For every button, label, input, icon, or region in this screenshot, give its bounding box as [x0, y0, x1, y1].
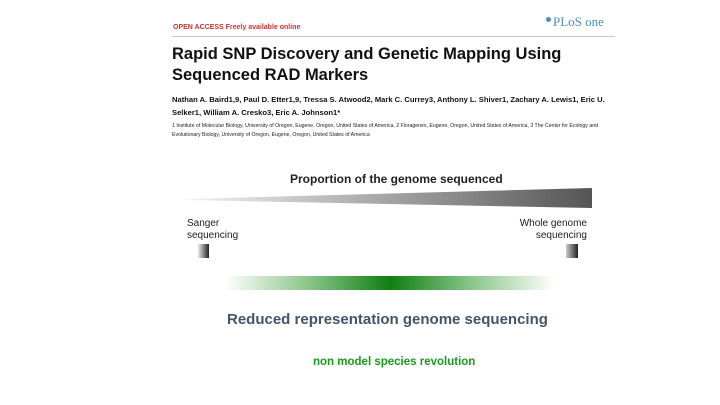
paper-authors: Nathan A. Baird1,9, Paul D. Etter1,9, Tr…	[172, 95, 605, 117]
journal-name: PLoS one	[553, 14, 604, 29]
journal-logo: PLoS one	[546, 14, 604, 30]
reduced-representation-caption: Reduced representation genome sequencing	[227, 311, 548, 328]
whole-genome-label: Whole genome sequencing	[510, 218, 587, 242]
sanger-marker	[197, 244, 209, 258]
non-model-caption: non model species revolution	[313, 356, 476, 368]
whole-genome-label-line2: sequencing	[535, 230, 587, 241]
paper-affiliations: 1 Institute of Molecular Biology, Univer…	[172, 123, 598, 138]
header-rule	[172, 36, 615, 37]
sanger-label-line1: Sanger	[187, 218, 220, 229]
whole-genome-marker	[566, 244, 578, 258]
reduced-representation-bar	[225, 276, 555, 290]
paper-title: Rapid SNP Discovery and Genetic Mapping …	[172, 45, 562, 84]
sanger-label: Sanger sequencing	[187, 218, 238, 242]
open-access-banner: OPEN ACCESS Freely available online	[173, 24, 300, 31]
whole-genome-label-line1: Whole genome	[519, 218, 587, 229]
sanger-label-line2: sequencing	[187, 230, 239, 241]
proportion-wedge	[186, 188, 592, 208]
open-access-text: OPEN ACCESS Freely available online	[173, 24, 301, 31]
plos-dot-icon	[546, 17, 551, 22]
proportion-label: Proportion of the genome sequenced	[290, 172, 503, 186]
